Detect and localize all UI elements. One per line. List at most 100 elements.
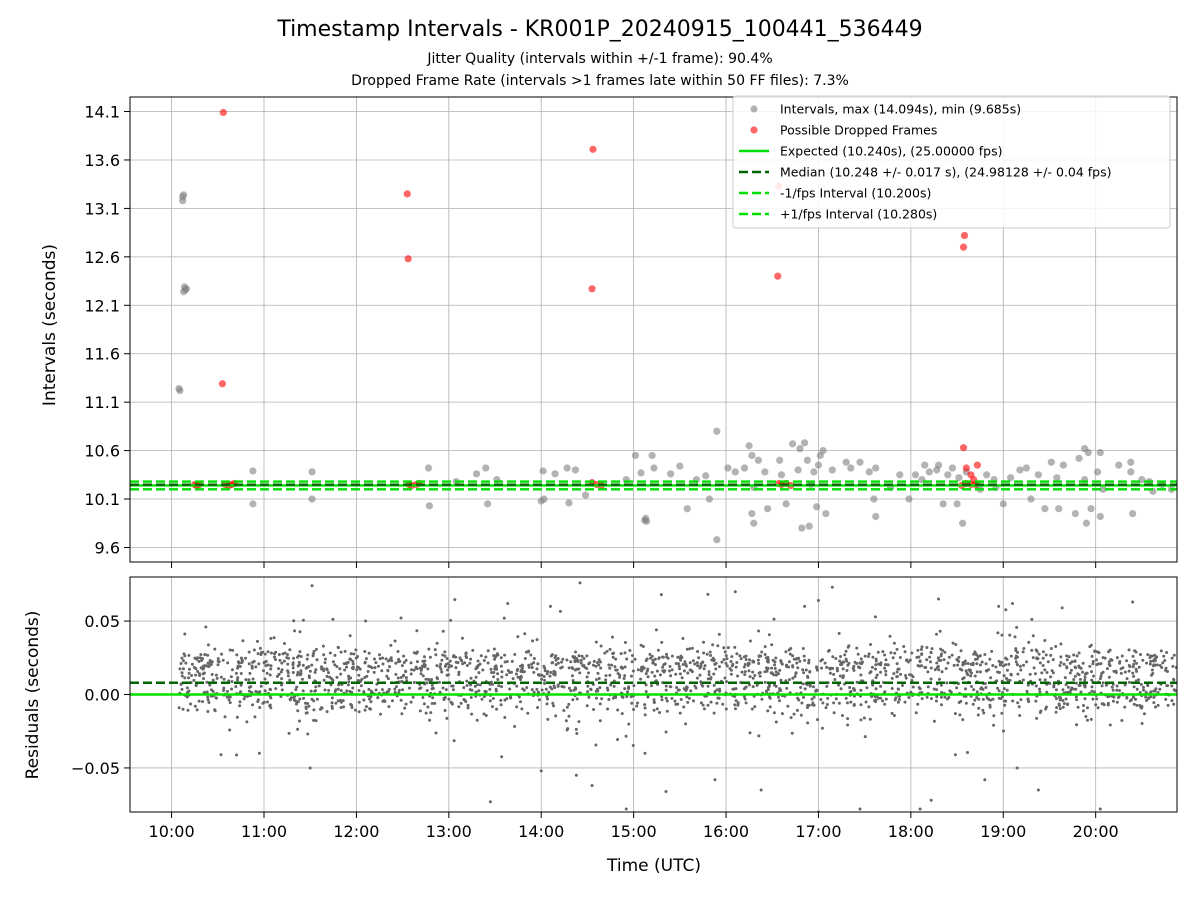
residual-point	[735, 660, 739, 664]
residual-point	[859, 657, 863, 661]
residual-point	[873, 695, 877, 699]
residual-point	[683, 660, 687, 664]
residual-point	[736, 701, 740, 705]
residual-point	[236, 664, 240, 668]
residual-point	[960, 668, 964, 672]
residual-point	[670, 654, 674, 658]
residual-point	[658, 710, 662, 714]
residual-point	[1105, 667, 1109, 671]
residual-point	[620, 665, 624, 669]
residual-point	[743, 662, 747, 666]
residual-point	[1015, 625, 1019, 629]
residual-point	[1137, 665, 1141, 669]
residual-point	[545, 697, 549, 701]
residual-point	[190, 674, 194, 678]
residual-point	[457, 705, 461, 709]
residual-point	[401, 688, 405, 692]
residual-point	[516, 635, 520, 639]
residual-point	[349, 652, 353, 656]
residual-point	[322, 678, 326, 682]
interval-point	[631, 451, 640, 460]
residual-point	[747, 669, 751, 673]
residual-point	[331, 660, 335, 664]
residual-point	[437, 680, 441, 684]
residual-point	[1032, 666, 1036, 670]
residual-point	[481, 668, 485, 672]
residual-point	[443, 664, 447, 668]
residual-point	[664, 789, 668, 793]
residual-point	[748, 675, 752, 679]
residual-point	[255, 639, 259, 643]
residual-point	[513, 725, 517, 729]
residual-point	[733, 703, 737, 707]
residual-point	[378, 657, 382, 661]
residual-point	[503, 660, 507, 664]
residual-point	[975, 670, 979, 674]
residual-point	[312, 649, 316, 653]
residual-point	[336, 687, 340, 691]
residual-point	[684, 664, 688, 668]
residual-point	[296, 709, 300, 713]
residual-point	[795, 708, 799, 712]
residual-point	[1068, 661, 1072, 665]
residual-point	[532, 670, 536, 674]
residual-point	[235, 678, 239, 682]
residual-point	[709, 654, 713, 658]
dropped-frame-point	[959, 243, 968, 251]
residual-point	[183, 676, 187, 680]
residual-point	[579, 661, 583, 665]
residual-point	[650, 654, 654, 658]
residual-point	[435, 641, 439, 645]
residual-point	[197, 659, 201, 663]
residual-point	[928, 655, 932, 659]
residual-point	[884, 697, 888, 701]
residual-point	[1009, 672, 1013, 676]
residual-point	[874, 676, 878, 680]
residual-point	[899, 672, 903, 676]
residual-point	[884, 658, 888, 662]
residual-point	[607, 663, 611, 667]
residual-point	[610, 663, 614, 667]
residual-point	[706, 703, 710, 707]
residual-point	[722, 658, 726, 662]
residual-point	[825, 684, 829, 688]
residual-point	[482, 712, 486, 716]
residual-point	[266, 663, 270, 667]
residual-point	[503, 716, 507, 720]
residual-point	[491, 697, 495, 701]
residual-point	[515, 684, 519, 688]
residual-point	[806, 721, 810, 725]
residual-point	[302, 696, 306, 700]
residual-point	[726, 646, 730, 650]
intervals-y-tick-label: 11.6	[84, 345, 120, 364]
residual-point	[239, 683, 243, 687]
residual-point	[1170, 684, 1174, 688]
residual-point	[434, 653, 438, 657]
residual-point	[713, 662, 717, 666]
interval-point	[1034, 471, 1042, 479]
residual-point	[772, 711, 776, 715]
residual-point	[798, 659, 802, 663]
residual-point	[791, 654, 795, 658]
residual-point	[301, 663, 305, 667]
residual-point	[1062, 701, 1066, 705]
residual-point	[1073, 674, 1077, 678]
residual-point	[510, 659, 514, 663]
residual-point	[1152, 663, 1156, 667]
residual-point	[322, 653, 326, 657]
residual-point	[1132, 695, 1136, 699]
residual-point	[858, 666, 862, 670]
interval-point	[1099, 485, 1107, 493]
residual-point	[820, 726, 824, 730]
residual-point	[279, 670, 283, 674]
residual-point	[400, 712, 404, 716]
residual-point	[277, 652, 281, 656]
residual-point	[187, 671, 191, 675]
residual-point	[929, 666, 933, 670]
residual-point	[418, 709, 422, 713]
residual-point	[679, 697, 683, 701]
residual-point	[294, 688, 298, 692]
residual-point	[997, 604, 1001, 608]
residual-point	[438, 665, 442, 669]
residual-point	[948, 689, 952, 693]
